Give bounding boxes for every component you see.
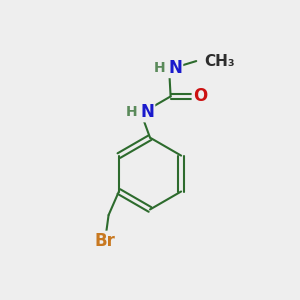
Text: Br: Br [94, 232, 116, 250]
Text: H: H [126, 105, 138, 119]
Text: H: H [154, 61, 166, 75]
Text: N: N [140, 103, 154, 121]
Text: CH₃: CH₃ [205, 54, 235, 69]
Text: O: O [193, 87, 207, 105]
Text: N: N [168, 59, 182, 77]
